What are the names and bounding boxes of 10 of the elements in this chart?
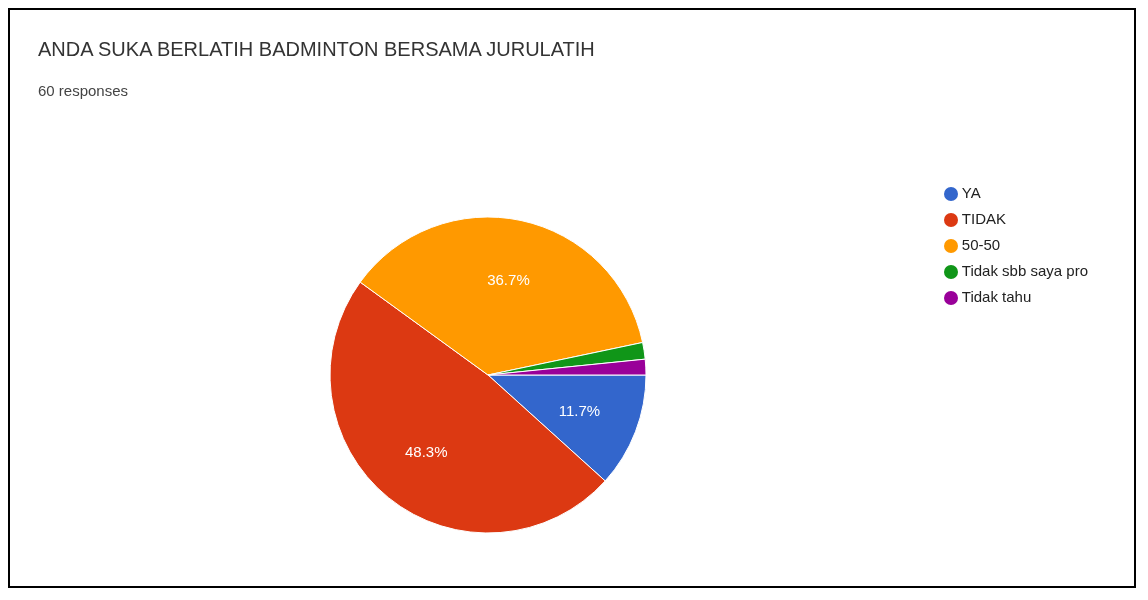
legend-label: Tidak sbb saya pro [961, 262, 1088, 279]
text: 60 responses [38, 82, 129, 99]
data-label: 36.7% [487, 270, 530, 288]
data-label: 11.7% [558, 401, 601, 419]
legend-label: TIDAK [961, 210, 1006, 227]
legend-label: Tidak tahu [961, 288, 1032, 305]
data-label: 48.3% [405, 442, 448, 460]
legend-label: YA [961, 184, 981, 201]
chart-title: ANDA SUKA BERLATIH BADMINTON BERSAMA JURULATIH [38, 38, 595, 61]
legend-label: 50-50 [961, 236, 1001, 253]
